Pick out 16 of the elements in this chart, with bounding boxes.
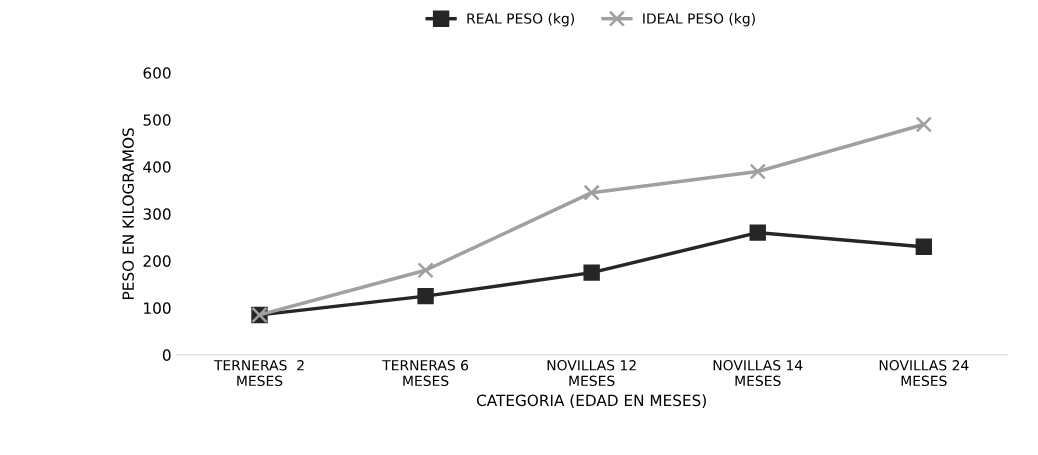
legend-label: REAL PESO (kg)	[467, 13, 574, 27]
y-tick-label: 600	[143, 67, 171, 79]
legend-label: IDEAL PESO (kg)	[643, 13, 755, 27]
x-tick-label: NOVILLAS 12 MESES	[547, 360, 636, 387]
x-tick-label: TERNERAS 2 MESES	[213, 360, 304, 387]
y-tick-label: 200	[143, 255, 171, 267]
y-axis-title: PESO EN KILOGRAMOS	[122, 128, 134, 299]
y-tick-label: 0	[162, 349, 171, 361]
x-axis-title: CATEGORIA (EDAD EN MESES)	[476, 394, 706, 408]
y-tick-label: 300	[143, 208, 171, 220]
y-tick-label: 500	[143, 114, 171, 126]
x-tick-label: NOVILLAS 24 MESES	[879, 360, 969, 387]
y-tick-label: 100	[144, 302, 171, 314]
x-tick-label: NOVILLAS 14 MESES	[713, 360, 803, 387]
x-tick-label: TERNERAS 6 MESES	[382, 360, 469, 387]
y-tick-label: 400	[143, 161, 171, 173]
